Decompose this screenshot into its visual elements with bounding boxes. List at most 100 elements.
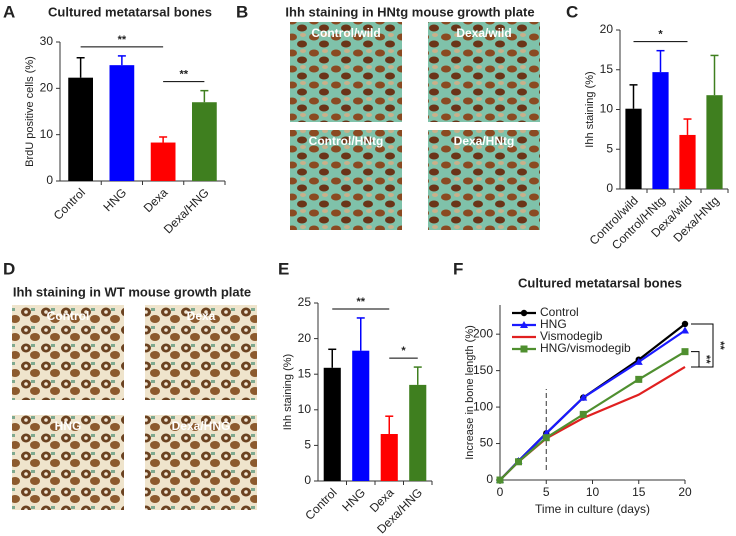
x-tick-label: 0 (497, 485, 504, 499)
panel-title: Ihh staining in WT mouse growth plate (13, 284, 251, 299)
y-axis-label: Ihh staining (%) (282, 354, 294, 430)
y-tick-label: 20 (40, 81, 54, 95)
y-tick-label: 10 (600, 102, 614, 116)
legend-label: HNG (540, 317, 567, 331)
chart-title: Cultured metatarsal bones (48, 4, 212, 19)
micrograph (290, 22, 402, 122)
point (681, 320, 689, 328)
point (520, 345, 528, 353)
y-tick-label: 25 (298, 295, 312, 309)
x-tick-label: HNG (339, 485, 368, 514)
micrograph (290, 130, 402, 230)
micrograph-label: Dexa/HNtg (454, 134, 515, 148)
x-tick-label: 20 (678, 485, 692, 499)
bar (409, 384, 427, 481)
micrograph (145, 305, 257, 400)
bar (625, 108, 642, 189)
y-tick-label: 0 (486, 472, 493, 486)
y-tick-label: 50 (480, 436, 494, 450)
bar (652, 72, 669, 189)
significance-label: ** (700, 355, 712, 364)
point (520, 309, 528, 317)
micrograph-label: Dexa/wild (456, 26, 511, 40)
micrograph-label: HNG (55, 419, 82, 433)
panel-letter: C (566, 2, 578, 21)
micrograph-label: Control/HNtg (309, 134, 384, 148)
series-line (499, 366, 686, 481)
bar (192, 102, 217, 181)
panel-letter: E (278, 259, 289, 278)
x-tick-label: 15 (632, 485, 646, 499)
figure-content: A Cultured metatarsal bones 0 10 20 30 BrdU po… (3, 2, 729, 536)
point (681, 326, 689, 334)
bar (109, 65, 135, 181)
significance-label: * (658, 29, 663, 41)
y-tick-label: 0 (46, 173, 53, 187)
legend-label: Control (540, 305, 579, 319)
y-axis-label: BrdU positive cells (%) (24, 56, 36, 167)
x-tick-label: 10 (586, 485, 600, 499)
x-tick-label: Dexa (141, 185, 171, 215)
y-tick-label: 15 (298, 366, 312, 380)
y-tick-label: 100 (473, 399, 493, 413)
panel-letter: F (453, 259, 463, 278)
bar (150, 142, 176, 181)
point (579, 410, 587, 418)
y-tick-label: 20 (600, 22, 614, 36)
y-tick-label: 30 (40, 34, 54, 48)
x-tick-label: Dexa/HNG (161, 185, 212, 236)
y-tick-label: 150 (473, 363, 493, 377)
bar (68, 77, 93, 181)
series-line (499, 350, 686, 481)
significance-label: * (401, 345, 406, 357)
point (520, 321, 528, 328)
micrograph-label: Dexa (187, 309, 216, 323)
y-tick-label: 5 (606, 141, 613, 155)
bar (323, 367, 341, 481)
y-axis-label: Increase in bone length (%) (464, 325, 476, 460)
chart-title: Cultured metatarsal bones (518, 275, 682, 290)
significance-label: ** (356, 296, 365, 308)
y-tick-label: 0 (304, 473, 311, 487)
y-tick-label: 200 (473, 326, 493, 340)
bar (352, 350, 370, 481)
bar (706, 95, 723, 189)
significance-label: ** (179, 69, 188, 81)
micrograph (428, 22, 540, 122)
panel-letter: B (236, 2, 248, 21)
x-tick-label: HNG (100, 185, 129, 214)
x-axis-label: Time in culture (days) (535, 502, 650, 516)
y-tick-label: 20 (298, 331, 312, 345)
x-tick-label: Control (302, 485, 339, 522)
panel-letter: D (3, 259, 15, 278)
legend-label: HNG/vismodegib (540, 341, 631, 355)
micrograph (12, 415, 124, 510)
significance-label: ** (714, 341, 726, 350)
micrograph (145, 415, 257, 510)
y-axis-label: Ihh staining (%) (584, 71, 596, 147)
micrograph (428, 130, 540, 230)
bar (380, 434, 398, 481)
y-tick-label: 10 (40, 127, 54, 141)
bar (679, 134, 696, 189)
point (496, 476, 504, 484)
point (579, 393, 588, 401)
x-tick-label: Control (51, 185, 88, 222)
y-tick-label: 0 (606, 181, 613, 195)
point (681, 348, 689, 356)
point (635, 375, 643, 383)
significance-bracket (691, 351, 700, 368)
micrograph-label: Control (47, 309, 90, 323)
significance-label: ** (118, 34, 127, 46)
significance-bracket (691, 323, 714, 368)
x-tick-label: 5 (543, 485, 550, 499)
point (542, 434, 550, 442)
y-tick-label: 15 (600, 62, 614, 76)
y-tick-label: 10 (298, 402, 312, 416)
legend-label: Vismodegib (540, 329, 603, 343)
panel-title: Ihh staining in HNtg mouse growth plate (285, 4, 534, 19)
micrograph (12, 305, 124, 400)
micrograph-label: Control/wild (311, 26, 380, 40)
point (515, 458, 522, 466)
